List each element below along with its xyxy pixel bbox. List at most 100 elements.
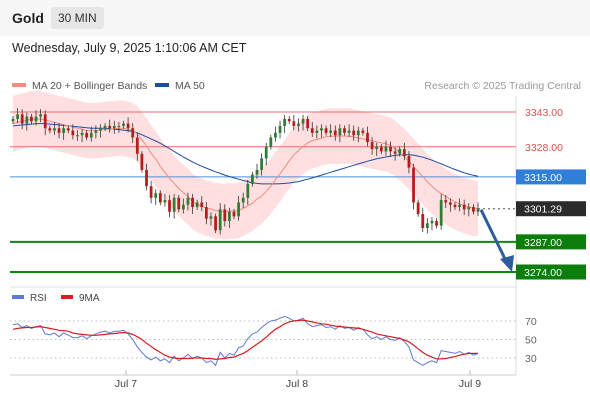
candle-body bbox=[241, 197, 245, 203]
candle-body bbox=[122, 123, 125, 126]
candle-body bbox=[278, 125, 282, 133]
candle-body bbox=[228, 211, 231, 221]
rsi-tick-70: 70 bbox=[525, 316, 537, 328]
candle-body bbox=[237, 202, 240, 217]
candle-body bbox=[48, 128, 52, 131]
candle-body bbox=[172, 197, 176, 212]
candle-body bbox=[315, 130, 319, 133]
header-bar: Gold 30 MIN bbox=[0, 0, 590, 36]
chart-credit: Research © 2025 Trading Central bbox=[424, 80, 581, 92]
candle-body bbox=[85, 132, 89, 138]
candle-body bbox=[287, 118, 291, 122]
candle-body bbox=[425, 223, 429, 228]
candle-body bbox=[195, 202, 199, 208]
candle-body bbox=[62, 128, 66, 133]
candle-body bbox=[283, 118, 287, 126]
candle-body bbox=[30, 116, 33, 122]
candle-body bbox=[181, 204, 185, 210]
candle-body bbox=[264, 146, 268, 159]
candle-body bbox=[103, 125, 107, 129]
candle-body bbox=[158, 193, 162, 203]
candle-body bbox=[39, 114, 43, 117]
candle-body bbox=[135, 137, 139, 154]
candle-body bbox=[53, 128, 56, 131]
legend-rsi-label: RSI bbox=[30, 293, 47, 304]
candle-body bbox=[297, 123, 300, 126]
candle-body bbox=[80, 132, 84, 136]
asset-name: Gold bbox=[12, 10, 44, 26]
candle-body bbox=[458, 204, 461, 208]
x-tick-Jul 8: Jul 8 bbox=[286, 378, 308, 390]
candle-body bbox=[232, 211, 236, 217]
level-label-3315.00: 3315.00 bbox=[524, 172, 562, 184]
chart-datetime: Wednesday, July 9, 2025 1:10:06 AM CET bbox=[12, 41, 247, 55]
candle-body bbox=[467, 207, 471, 210]
level-tag-3274.00 bbox=[516, 264, 586, 280]
level-tag-3287.00 bbox=[516, 234, 586, 250]
legend-ma50-label: MA 50 bbox=[175, 80, 205, 92]
x-tick-Jul 7: Jul 7 bbox=[115, 378, 137, 390]
candle-body bbox=[177, 197, 181, 210]
candle-body bbox=[412, 167, 415, 203]
candle-body bbox=[421, 214, 425, 228]
legend-ma50: MA 50 bbox=[155, 80, 205, 92]
candle-body bbox=[320, 128, 323, 131]
candle-body bbox=[200, 202, 204, 208]
candle-body bbox=[71, 130, 75, 136]
candle-body bbox=[324, 128, 328, 133]
ma50-line bbox=[12, 123, 479, 185]
candle-body bbox=[57, 128, 61, 133]
rsi-ma-line bbox=[12, 319, 478, 361]
candle-body bbox=[389, 146, 392, 152]
candle-body bbox=[251, 174, 254, 184]
forecast-arrow-head bbox=[500, 255, 514, 272]
candle-body bbox=[476, 208, 480, 212]
candle-body bbox=[384, 146, 388, 152]
candle-body bbox=[393, 151, 397, 154]
timeframe-button[interactable]: 30 MIN bbox=[51, 7, 104, 29]
candle-body bbox=[112, 125, 116, 129]
candle-body bbox=[347, 130, 351, 133]
candle-body bbox=[223, 209, 227, 221]
candle-body bbox=[402, 149, 406, 157]
candle-body bbox=[255, 169, 259, 175]
candle-body bbox=[145, 169, 148, 187]
rsi-tick-50: 50 bbox=[525, 335, 537, 347]
candle-body bbox=[361, 130, 365, 133]
candle-body bbox=[343, 128, 346, 133]
candle-body bbox=[34, 116, 38, 122]
candle-body bbox=[448, 202, 452, 205]
candle-body bbox=[43, 114, 47, 129]
candle-body bbox=[140, 153, 144, 170]
candle-body bbox=[186, 197, 190, 205]
candle-body bbox=[416, 202, 420, 215]
candle-body bbox=[246, 183, 250, 198]
candle-body bbox=[168, 200, 171, 212]
candle-body bbox=[117, 125, 121, 127]
rsi-tick-30: 30 bbox=[525, 353, 537, 365]
candle-body bbox=[435, 220, 438, 226]
candle-body bbox=[76, 135, 79, 137]
candle-body bbox=[25, 116, 29, 124]
candle-body bbox=[301, 118, 305, 124]
forecast-arrow-shaft bbox=[479, 209, 509, 264]
level-label-3301.29: 3301.29 bbox=[524, 204, 562, 216]
candle-body bbox=[333, 130, 337, 136]
candle-body bbox=[214, 216, 217, 231]
candle-body bbox=[356, 130, 360, 136]
candle-body bbox=[338, 128, 342, 136]
candle-body bbox=[20, 114, 24, 124]
candle-body bbox=[16, 114, 19, 119]
candle-body bbox=[149, 186, 153, 198]
candle-body bbox=[398, 149, 402, 154]
level-label-3343.00: 3343.00 bbox=[525, 107, 563, 119]
candle-body bbox=[204, 207, 208, 219]
candle-body bbox=[126, 123, 130, 129]
candle-body bbox=[379, 146, 383, 152]
candle-body bbox=[462, 204, 466, 210]
candle-body bbox=[306, 118, 310, 129]
rsi-swatch bbox=[12, 295, 24, 300]
level-tag-3301.29 bbox=[516, 201, 586, 217]
level-tag-3315.00 bbox=[516, 169, 586, 185]
level-label-3328.00: 3328.00 bbox=[525, 142, 563, 154]
